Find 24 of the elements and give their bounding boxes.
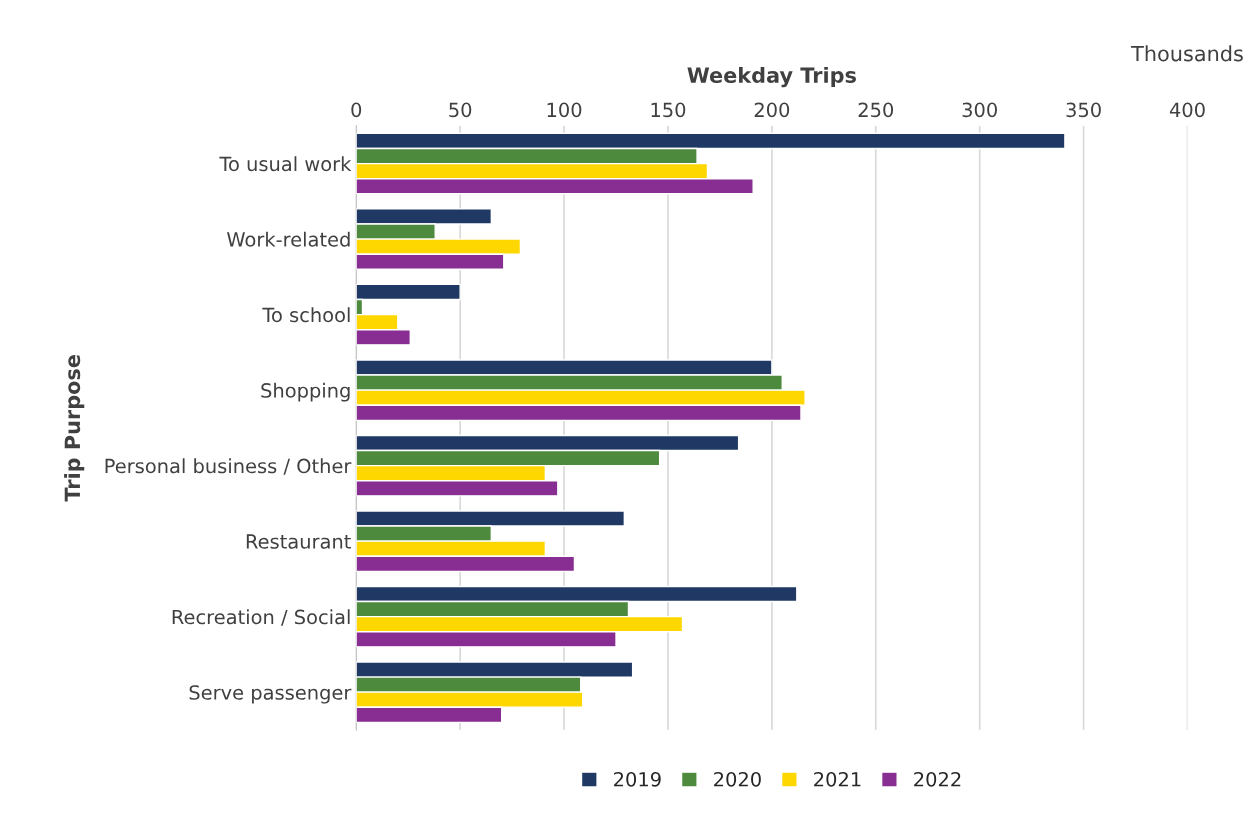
legend-label: 2019 xyxy=(614,771,661,787)
y-tick-label: Shopping xyxy=(261,382,350,402)
y-tick-label: Recreation / Social xyxy=(172,609,350,626)
legend-label: 2022 xyxy=(914,771,961,787)
x-tick-label: 250 xyxy=(858,102,894,118)
text: Thousands xyxy=(1131,45,1243,62)
legend-label: 2021 xyxy=(814,771,861,787)
x-tick-label: 0 xyxy=(351,102,362,118)
y-tick-label: Restaurant xyxy=(246,534,351,549)
x-tick-label: 400 xyxy=(1169,102,1205,118)
y-tick-label: To school xyxy=(262,307,350,323)
x-tick-label: 100 xyxy=(547,102,582,118)
x-tick-label: 150 xyxy=(651,102,686,118)
x-tick-label: 300 xyxy=(962,102,997,118)
y-tick-label: Serve passenger xyxy=(189,685,352,704)
x-tick-label: 350 xyxy=(1066,102,1101,118)
x-tick-label: 50 xyxy=(449,102,472,118)
y-tick-label: To usual work xyxy=(219,156,352,172)
y-tick-label: Personal business / Other xyxy=(105,458,352,475)
legend-label: 2020 xyxy=(714,771,761,787)
x-axis-title: Weekday Trips xyxy=(687,66,856,88)
y-tick-label: Work-related xyxy=(227,231,350,247)
x-tick-label: 200 xyxy=(754,102,790,118)
y-axis-title: Trip Purpose xyxy=(64,355,85,502)
